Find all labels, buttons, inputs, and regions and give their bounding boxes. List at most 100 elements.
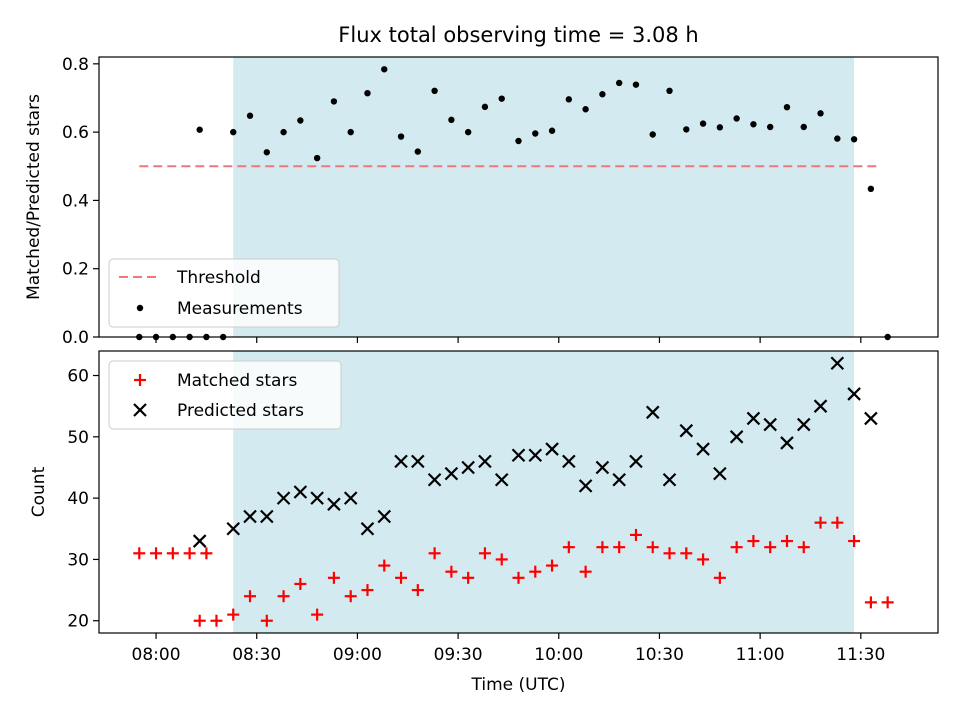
matched-star-point xyxy=(697,553,710,566)
measurement-point xyxy=(783,103,791,111)
x-tick-label: 09:00 xyxy=(333,645,382,665)
measurement-point xyxy=(565,96,573,103)
count-y-tick-label: 20 xyxy=(67,612,89,632)
matched-star-point xyxy=(831,516,844,529)
measurement-point xyxy=(464,128,472,136)
matched-star-point xyxy=(445,565,458,578)
legend-predicted-label: Predicted stars xyxy=(177,401,304,421)
predicted-star-point xyxy=(243,509,257,524)
matched-star-point xyxy=(210,614,223,627)
count-y-tick-label: 50 xyxy=(67,428,89,448)
predicted-star-point xyxy=(377,509,392,524)
matched-star-point xyxy=(613,541,626,554)
matched-star-point xyxy=(713,571,726,584)
measurement-point xyxy=(767,123,774,131)
ratio-marks xyxy=(136,66,891,341)
matched-star-point xyxy=(629,528,642,541)
count-y-axis-label: Count xyxy=(29,466,49,517)
predicted-star-point xyxy=(360,522,375,536)
matched-star-point xyxy=(596,541,609,554)
legend-measurements-label: Measurements xyxy=(177,299,303,319)
matched-star-point xyxy=(780,535,793,548)
x-tick-label: 11:00 xyxy=(736,645,785,665)
measurement-point xyxy=(834,135,841,142)
matched-star-point xyxy=(227,608,240,621)
ratio-y-tick-label: 0.6 xyxy=(62,123,89,143)
predicted-star-point xyxy=(830,356,845,371)
measurement-point xyxy=(263,149,270,156)
matched-star-point xyxy=(294,577,307,590)
measurement-point xyxy=(397,133,405,140)
predicted-star-point xyxy=(780,436,794,450)
ratio-y-tick-label: 0.8 xyxy=(62,55,89,75)
measurement-point xyxy=(448,116,455,124)
matched-star-point xyxy=(260,614,273,627)
matched-star-point xyxy=(395,571,408,584)
predicted-star-point xyxy=(226,522,241,536)
matched-star-point xyxy=(495,553,508,566)
legend-matched-label: Matched stars xyxy=(177,371,297,391)
legend-frame xyxy=(108,258,340,328)
measurement-point xyxy=(867,185,875,193)
predicted-star-point xyxy=(192,534,207,548)
matched-star-point xyxy=(361,584,374,597)
matched-star-point xyxy=(183,547,196,560)
measurement-point xyxy=(246,112,254,119)
matched-star-point xyxy=(428,547,441,560)
chart-title: Flux total observing time = 3.08 h xyxy=(338,23,698,47)
measurement-point xyxy=(800,123,807,131)
measurement-point xyxy=(632,81,640,88)
x-tick-label: 10:30 xyxy=(635,645,684,665)
ratio-y-tick-label: 0.0 xyxy=(62,328,89,348)
predicted-star-point xyxy=(763,417,777,432)
matched-star-point xyxy=(411,584,424,597)
x-tick-label: 08:00 xyxy=(132,645,181,665)
matched-star-point xyxy=(133,547,146,560)
measurement-point xyxy=(750,121,757,128)
measurement-point xyxy=(381,66,388,73)
measurement-point xyxy=(313,154,321,162)
matched-star-point xyxy=(529,565,542,578)
measurement-point xyxy=(330,98,338,105)
matched-star-point xyxy=(663,547,676,560)
measurement-point xyxy=(817,110,824,117)
x-tick-label: 11:30 xyxy=(836,645,885,665)
legend-predicted-swatch xyxy=(133,403,147,417)
measurement-point xyxy=(481,103,489,111)
measurement-point xyxy=(532,130,539,137)
matched-star-point xyxy=(646,541,659,554)
measurement-point xyxy=(716,124,724,131)
matched-star-point xyxy=(546,559,559,572)
predicted-star-point xyxy=(696,442,710,456)
predicted-star-point xyxy=(612,472,626,487)
matched-star-point xyxy=(579,565,592,578)
ratio-y-tick-label: 0.2 xyxy=(62,260,89,280)
matched-star-point xyxy=(680,547,693,560)
measurement-point xyxy=(431,87,438,95)
matched-star-point xyxy=(814,516,827,529)
measurement-point xyxy=(196,126,203,133)
measurement-point xyxy=(649,131,656,138)
predicted-star-point xyxy=(310,491,324,505)
count-y-tick-label: 30 xyxy=(67,550,89,570)
matched-star-point xyxy=(277,590,290,603)
count-y-tick-label: 60 xyxy=(67,367,89,387)
matched-star-point xyxy=(562,541,575,554)
predicted-star-point xyxy=(679,423,694,438)
ratio-y-tick-label: 0.4 xyxy=(62,191,89,211)
predicted-star-point xyxy=(293,485,308,499)
ratio-ticks: 0.0 0.2 0.4 0.6 0.8 xyxy=(62,55,862,348)
matched-star-point xyxy=(730,541,743,554)
matched-star-point xyxy=(166,547,179,560)
measurement-point xyxy=(515,137,522,145)
predicted-star-point xyxy=(864,411,878,426)
predicted-star-point xyxy=(444,466,459,481)
matched-star-point xyxy=(344,590,357,603)
measurement-point xyxy=(548,127,556,134)
predicted-star-point xyxy=(394,454,408,469)
measurement-point xyxy=(297,117,304,124)
matched-star-point xyxy=(327,571,340,584)
matched-star-point xyxy=(747,535,760,548)
ratio-legend: Threshold Measurements xyxy=(108,258,340,328)
